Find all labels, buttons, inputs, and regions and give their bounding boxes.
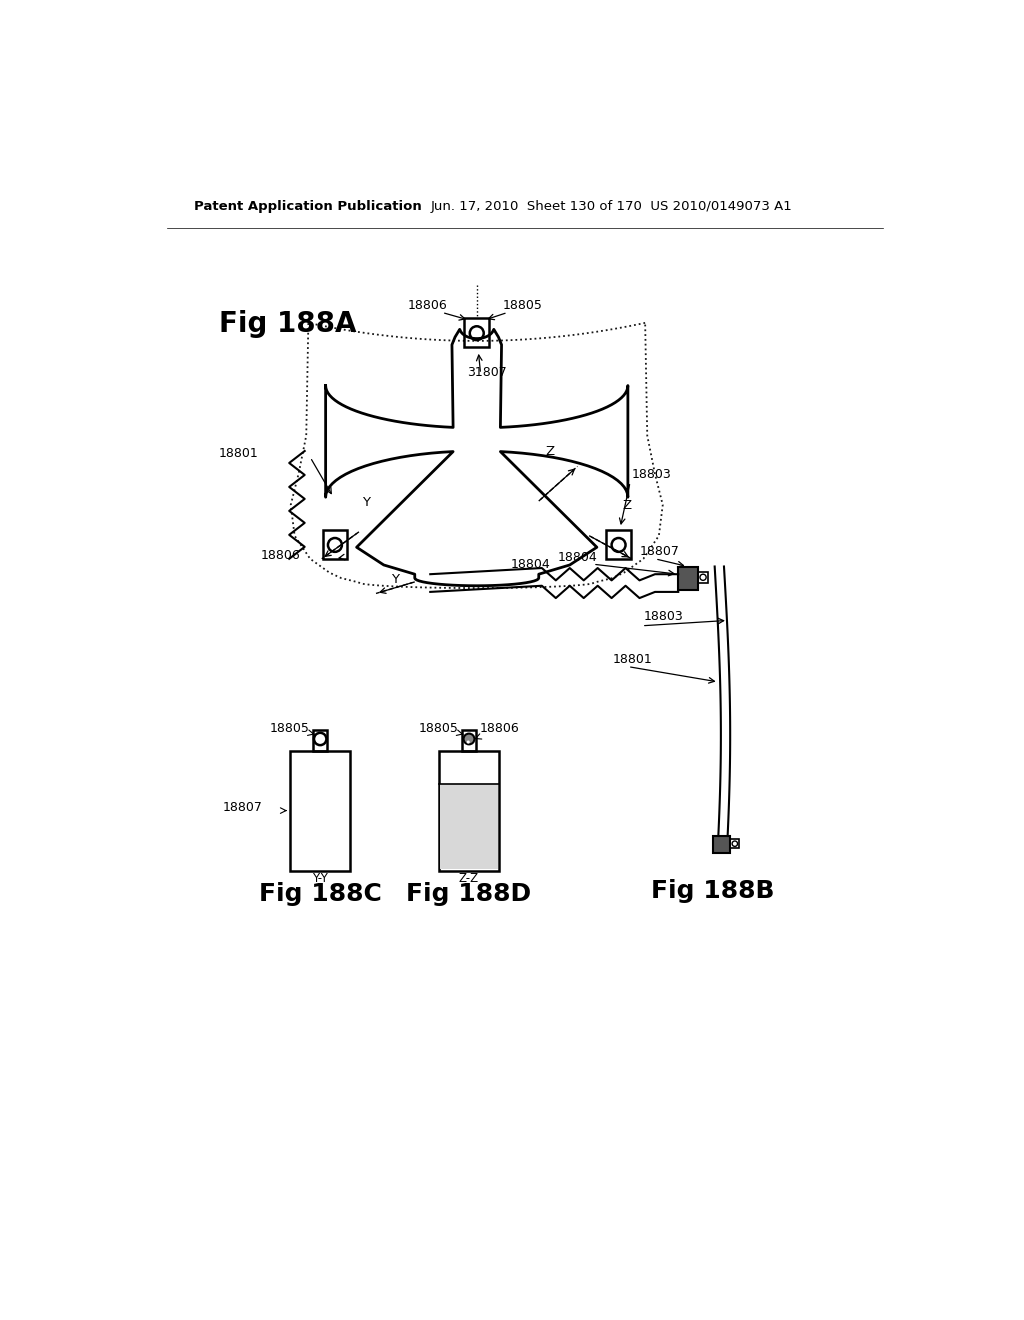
Text: Fig 188A: Fig 188A — [219, 310, 357, 338]
Circle shape — [467, 741, 470, 743]
Text: Y: Y — [362, 496, 370, 510]
Text: 18807: 18807 — [223, 801, 263, 813]
Text: 18806: 18806 — [260, 549, 300, 562]
Polygon shape — [678, 566, 697, 590]
Text: Y-Y: Y-Y — [312, 873, 328, 886]
Text: 18805: 18805 — [503, 298, 543, 312]
Text: Z-Z: Z-Z — [459, 873, 479, 886]
Polygon shape — [440, 784, 498, 869]
Text: Fig 188C: Fig 188C — [259, 883, 382, 907]
Text: 18806: 18806 — [480, 722, 519, 735]
Text: 18805: 18805 — [418, 722, 458, 735]
Text: 18806: 18806 — [408, 298, 447, 312]
Circle shape — [464, 734, 474, 744]
Text: 18801: 18801 — [612, 653, 652, 665]
Text: 18804: 18804 — [558, 552, 598, 564]
Text: 18804: 18804 — [511, 558, 550, 572]
Text: Y: Y — [391, 573, 399, 586]
Polygon shape — [713, 836, 730, 853]
Text: 18807: 18807 — [640, 545, 679, 558]
Text: Z: Z — [623, 499, 632, 512]
Text: Jun. 17, 2010  Sheet 130 of 170  US 2010/0149073 A1: Jun. 17, 2010 Sheet 130 of 170 US 2010/0… — [430, 199, 792, 213]
Text: Patent Application Publication: Patent Application Publication — [194, 199, 422, 213]
Text: Z: Z — [545, 445, 554, 458]
Text: Fig 188D: Fig 188D — [407, 883, 531, 907]
Text: 31807: 31807 — [467, 366, 507, 379]
Text: Fig 188B: Fig 188B — [651, 879, 775, 903]
Text: 18805: 18805 — [269, 722, 309, 735]
Text: 18803: 18803 — [632, 469, 672, 480]
Circle shape — [732, 841, 737, 846]
Text: 18803: 18803 — [643, 610, 683, 623]
Text: 18801: 18801 — [218, 447, 258, 461]
Circle shape — [700, 574, 707, 581]
